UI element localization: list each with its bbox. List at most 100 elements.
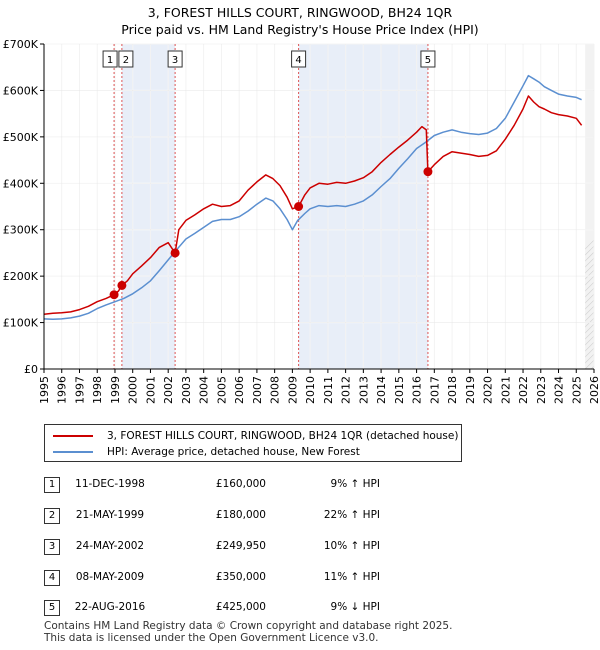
hatch-line <box>585 239 594 250</box>
sale-hpi-diff: 11% ↑ HPI <box>323 571 380 583</box>
y-tick-label: £500K <box>3 131 39 144</box>
hatch-line <box>585 305 594 316</box>
x-tick-label: 2005 <box>215 376 228 404</box>
x-tick-label: 2003 <box>180 376 193 404</box>
footer: Contains HM Land Registry data © Crown c… <box>44 620 452 644</box>
x-tick-label: 1999 <box>109 376 122 404</box>
x-tick-label: 2006 <box>233 376 246 404</box>
footer-line-1: Contains HM Land Registry data © Crown c… <box>44 620 453 632</box>
x-tick-label: 2000 <box>127 376 140 404</box>
sale-label-box: 2 <box>118 50 134 68</box>
x-tick-label: 2010 <box>304 376 317 404</box>
sale-point <box>109 290 119 300</box>
legend: 3, FOREST HILLS COURT, RINGWOOD, BH24 1Q… <box>44 424 462 462</box>
sale-price: £350,000 <box>215 571 266 583</box>
x-tick-label: 1995 <box>38 376 51 404</box>
sale-label-number: 5 <box>425 55 431 66</box>
sale-hpi-diff: 22% ↑ HPI <box>323 509 380 521</box>
table-row: 4 08-MAY-2009 £350,000 11% ↑ HPI <box>0 568 600 588</box>
sale-point <box>170 248 180 258</box>
sale-label-number: 4 <box>295 55 301 66</box>
legend-item-hpi: HPI: Average price, detached house, New … <box>53 444 360 460</box>
y-tick-label: £400K <box>3 177 39 190</box>
sale-date: 21-MAY-1999 <box>75 509 145 521</box>
legend-swatch-property <box>53 435 93 437</box>
table-row: 3 24-MAY-2002 £249,950 10% ↑ HPI <box>0 537 600 557</box>
x-tick-label: 2025 <box>570 376 583 404</box>
title-line-2: Price paid vs. HM Land Registry's House … <box>121 22 479 37</box>
sale-date: 22-AUG-2016 <box>74 601 146 613</box>
x-tick-label: 1996 <box>56 376 69 404</box>
series-property <box>43 95 583 315</box>
sale-label-rect <box>102 50 118 68</box>
x-tick-label: 2016 <box>411 376 424 404</box>
y-tick-label: £700K <box>3 38 39 51</box>
legend-label-hpi: HPI: Average price, detached house, New … <box>107 446 360 458</box>
sale-price: £180,000 <box>215 509 266 521</box>
sale-number: 4 <box>44 570 60 586</box>
y-tick-label: £600K <box>3 84 39 97</box>
x-tick-label: 2015 <box>393 376 406 404</box>
legend-item-property: 3, FOREST HILLS COURT, RINGWOOD, BH24 1Q… <box>53 428 458 444</box>
sale-label-box: 5 <box>420 50 436 68</box>
y-tick-label: £300K <box>3 224 39 237</box>
y-tick-label: £200K <box>3 270 39 283</box>
sale-label-number: 2 <box>123 55 129 66</box>
table-row: 2 21-MAY-1999 £180,000 22% ↑ HPI <box>0 506 600 526</box>
table-row: 5 22-AUG-2016 £425,000 9% ↓ HPI <box>0 598 600 618</box>
sale-point <box>423 167 433 177</box>
x-tick-label: 2014 <box>375 376 388 404</box>
axes: £0 £100K £200K £300K £400K £500K £600K £700K 199… <box>3 38 600 404</box>
sale-label-number: 1 <box>107 55 113 66</box>
hatch-line <box>585 245 594 256</box>
x-tick-label: 2001 <box>144 376 157 404</box>
sale-point <box>117 280 127 290</box>
sale-label-number: 3 <box>172 55 178 66</box>
x-tick-label: 2023 <box>535 376 548 404</box>
hatch-line <box>585 257 594 268</box>
footer-line-2: This data is licensed under the Open Gov… <box>44 632 379 644</box>
x-tick-label: 2017 <box>428 376 441 404</box>
sale-number: 5 <box>44 600 60 616</box>
sale-label-box: 4 <box>291 50 307 68</box>
x-tick-label: 2012 <box>340 376 353 404</box>
series-lines <box>43 74 583 321</box>
x-tick-label: 2009 <box>286 376 299 404</box>
x-tick-label: 2021 <box>499 376 512 404</box>
hatch-line <box>585 311 594 322</box>
x-tick-label: 2011 <box>322 376 335 404</box>
x-tick-label: 2007 <box>251 376 264 404</box>
sale-label-box: 3 <box>167 50 183 68</box>
sale-price: £160,000 <box>215 478 266 490</box>
sale-price: £249,950 <box>215 540 266 552</box>
sale-date: 11-DEC-1998 <box>75 478 145 490</box>
sale-label-box: 1 <box>102 50 118 68</box>
sale-hpi-diff: 9% ↓ HPI <box>330 601 380 613</box>
shaded-regions <box>121 44 594 369</box>
x-tick-label: 2022 <box>517 376 530 404</box>
sale-date: 24-MAY-2002 <box>75 540 145 552</box>
x-tick-label: 1998 <box>91 376 104 404</box>
grid-lines <box>43 43 595 370</box>
sale-number: 1 <box>44 477 60 493</box>
sale-date: 08-MAY-2009 <box>75 571 145 583</box>
sale-label-rect <box>420 50 436 68</box>
x-tick-label: 2026 <box>588 376 600 404</box>
x-tick-label: 2019 <box>464 376 477 404</box>
shaded-band <box>121 44 176 369</box>
x-tick-label: 2013 <box>357 376 370 404</box>
x-tick-label: 1997 <box>73 376 86 404</box>
legend-swatch-hpi <box>53 451 93 453</box>
sale-hpi-diff: 9% ↑ HPI <box>330 478 380 490</box>
forecast-region <box>585 44 594 369</box>
sale-price: £425,000 <box>215 601 266 613</box>
hatch-line <box>585 341 594 352</box>
x-tick-label: 2020 <box>482 376 495 404</box>
x-tick-label: 2002 <box>162 376 175 404</box>
hatch-line <box>585 269 594 280</box>
table-row: 1 11-DEC-1998 £160,000 9% ↑ HPI <box>0 475 600 495</box>
sale-label-rect <box>167 50 183 68</box>
chart-title: 3, FOREST HILLS COURT, RINGWOOD, BH24 1Q… <box>0 4 600 38</box>
